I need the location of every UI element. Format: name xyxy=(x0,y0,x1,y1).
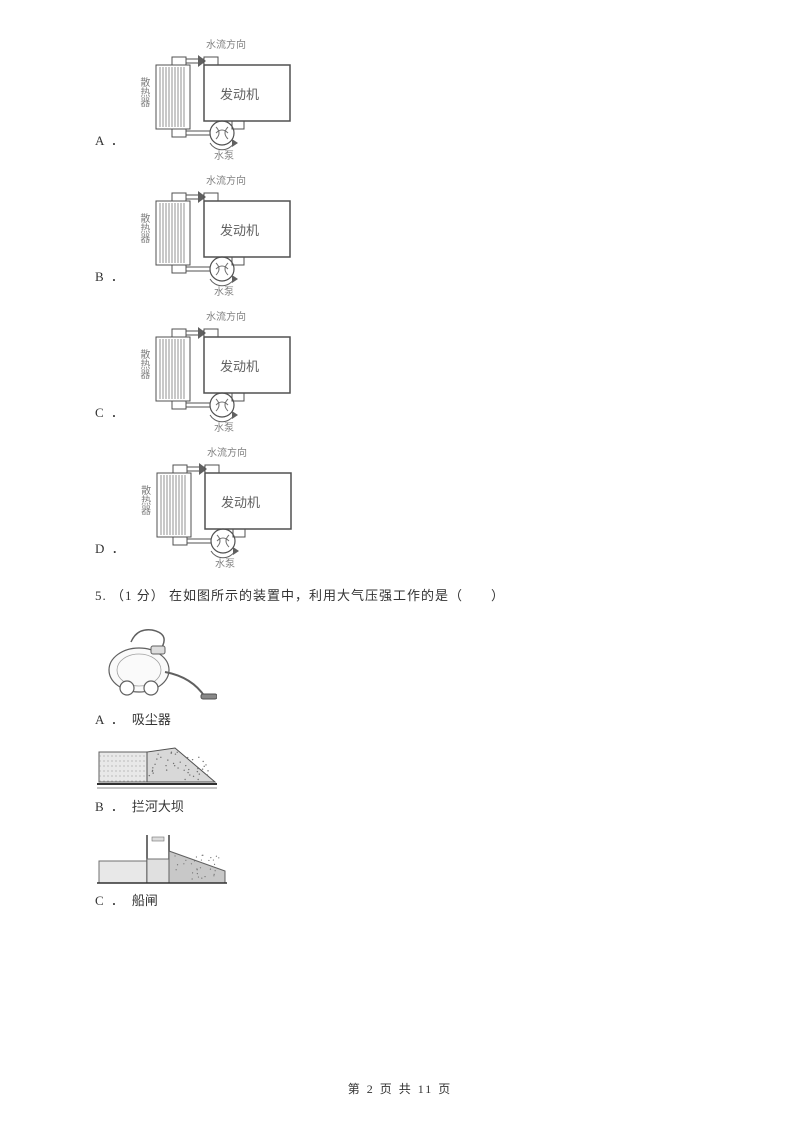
page-content: A ． 水流方向 发动机 水泵 散热器 B ． xyxy=(0,0,800,909)
svg-text:发动机: 发动机 xyxy=(220,87,259,102)
question-points: （1 分） xyxy=(111,588,165,603)
svg-text:水泵: 水泵 xyxy=(214,422,234,434)
option-letter: C ． xyxy=(95,890,126,909)
q5-option-block: C ． 船闸 xyxy=(95,833,705,909)
option-letter: A ． xyxy=(95,709,126,728)
engine-option-row: D ． 水流方向 发动机 水泵 散热器 xyxy=(95,443,705,571)
svg-text:水泵: 水泵 xyxy=(214,286,234,298)
option-letter: A ． xyxy=(95,130,126,163)
radiator-label: 散热器 xyxy=(136,77,151,107)
question-body: 在如图所示的装置中，利用大气压强工作的是（ ） xyxy=(169,588,505,603)
svg-text:发动机: 发动机 xyxy=(220,223,259,238)
page-footer: 第 2 页 共 11 页 xyxy=(0,1080,800,1097)
svg-text:水流方向: 水流方向 xyxy=(207,446,247,459)
engine-diagram: 水流方向 发动机 水泵 散热器 xyxy=(136,35,294,163)
option-letter: D ． xyxy=(95,538,127,571)
svg-text:水流方向: 水流方向 xyxy=(206,310,246,323)
engine-diagram: 水流方向 发动机 水泵 散热器 xyxy=(137,443,295,571)
q5-option-image xyxy=(97,622,217,707)
radiator-label: 散热器 xyxy=(136,349,151,379)
option-label: 吸尘器 xyxy=(132,709,171,728)
svg-text:水流方向: 水流方向 xyxy=(206,38,246,51)
q5-option-image xyxy=(97,833,227,888)
engine-option-row: C ． 水流方向 发动机 水泵 散热器 xyxy=(95,307,705,435)
q5-option-block: B ． 拦河大坝 xyxy=(95,746,705,815)
engine-diagram: 水流方向 发动机 水泵 散热器 xyxy=(136,307,294,435)
q5-option-row: C ． 船闸 xyxy=(95,890,705,909)
q5-option-block: A ． 吸尘器 xyxy=(95,622,705,728)
option-letter: C ． xyxy=(95,402,126,435)
svg-text:水泵: 水泵 xyxy=(215,558,235,570)
engine-option-row: A ． 水流方向 发动机 水泵 散热器 xyxy=(95,35,705,163)
svg-text:水泵: 水泵 xyxy=(214,150,234,162)
q5-option-row: A ． 吸尘器 xyxy=(95,709,705,728)
question-number: 5. xyxy=(95,588,107,603)
option-label: 拦河大坝 xyxy=(132,796,184,815)
radiator-label: 散热器 xyxy=(136,213,151,243)
svg-text:发动机: 发动机 xyxy=(221,495,260,510)
option-letter: B ． xyxy=(95,796,126,815)
svg-text:发动机: 发动机 xyxy=(220,359,259,374)
option-letter: B ． xyxy=(95,266,126,299)
q5-option-image xyxy=(97,746,217,794)
engine-diagram: 水流方向 发动机 水泵 散热器 xyxy=(136,171,294,299)
svg-text:水流方向: 水流方向 xyxy=(206,174,246,187)
option-label: 船闸 xyxy=(132,890,158,909)
engine-option-row: B ． 水流方向 发动机 水泵 散热器 xyxy=(95,171,705,299)
question-5-text: 5. （1 分） 在如图所示的装置中，利用大气压强工作的是（ ） xyxy=(95,585,705,604)
radiator-label: 散热器 xyxy=(137,485,152,515)
q5-option-row: B ． 拦河大坝 xyxy=(95,796,705,815)
